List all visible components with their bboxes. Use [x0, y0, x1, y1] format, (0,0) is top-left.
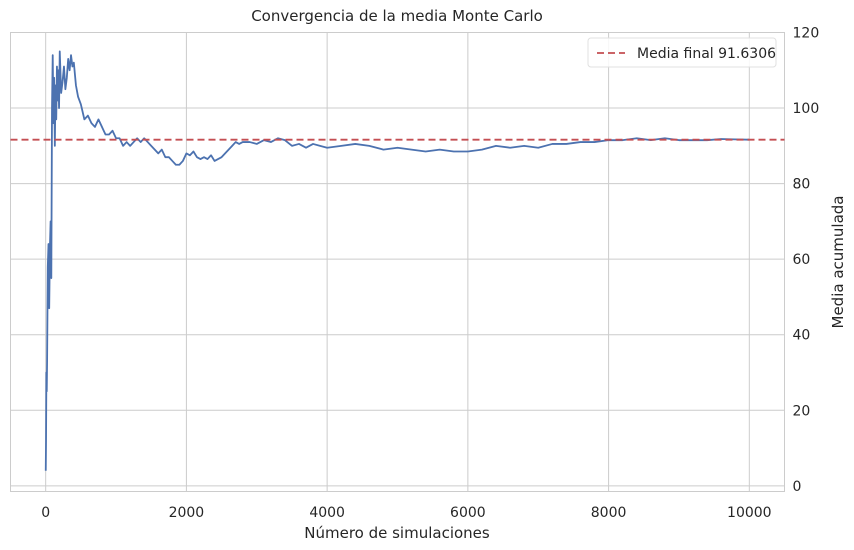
- legend: Media final 91.6306: [587, 37, 777, 68]
- x-tick-label: 6000: [450, 505, 486, 521]
- legend-label-reference: Media final 91.6306: [637, 46, 776, 62]
- x-tick-label: 0: [41, 505, 50, 521]
- legend-box: [587, 37, 777, 68]
- x-tick-label: 2000: [169, 505, 205, 521]
- y-tick-label: 60: [793, 252, 811, 268]
- y-tick-label: 120: [793, 26, 820, 42]
- chart-title: Convergencia de la media Monte Carlo: [251, 7, 543, 25]
- y-tick-label: 40: [793, 328, 811, 344]
- x-tick-labels: 0 2000 4000 6000 8000 10000: [41, 505, 771, 521]
- grid-lines: [10, 32, 785, 492]
- plot-area: [10, 32, 785, 492]
- y-tick-labels: 0 20 40 60 80 100 120: [793, 26, 820, 495]
- x-tick-label: 8000: [591, 505, 627, 521]
- series-line: [44, 50, 750, 471]
- x-tick-label: 4000: [309, 505, 345, 521]
- y-tick-label: 100: [793, 101, 820, 117]
- x-tick-label: 10000: [727, 505, 772, 521]
- y-axis-label: Media acumulada: [829, 196, 847, 329]
- y-tick-label: 0: [793, 479, 802, 495]
- series-layer: [44, 50, 750, 471]
- y-tick-label: 20: [793, 403, 811, 419]
- y-tick-label: 80: [793, 177, 811, 193]
- x-axis-label: Número de simulaciones: [304, 524, 490, 542]
